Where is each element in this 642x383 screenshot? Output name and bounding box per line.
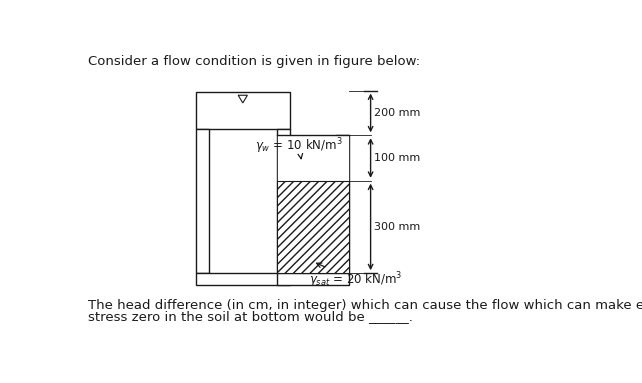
Text: 300 mm: 300 mm <box>374 222 421 232</box>
Bar <box>196 129 209 273</box>
Text: stress zero in the soil at bottom would be ______.: stress zero in the soil at bottom would … <box>88 310 413 323</box>
Text: $\gamma_{sat}$ = 20 kN/m$^3$: $\gamma_{sat}$ = 20 kN/m$^3$ <box>309 263 403 290</box>
Bar <box>336 135 349 273</box>
Bar <box>277 135 349 181</box>
Bar <box>277 273 349 285</box>
Bar <box>277 181 349 273</box>
Text: The head difference (in cm, in integer) which can cause the flow which can make : The head difference (in cm, in integer) … <box>88 298 642 311</box>
Bar <box>196 273 290 285</box>
Text: 200 mm: 200 mm <box>374 108 421 118</box>
Text: Consider a flow condition is given in figure below:: Consider a flow condition is given in fi… <box>88 55 420 68</box>
Text: 100 mm: 100 mm <box>374 153 421 163</box>
Text: $\gamma_w$ = 10 kN/m$^3$: $\gamma_w$ = 10 kN/m$^3$ <box>255 136 343 159</box>
Bar <box>277 129 290 273</box>
Bar <box>196 92 290 129</box>
